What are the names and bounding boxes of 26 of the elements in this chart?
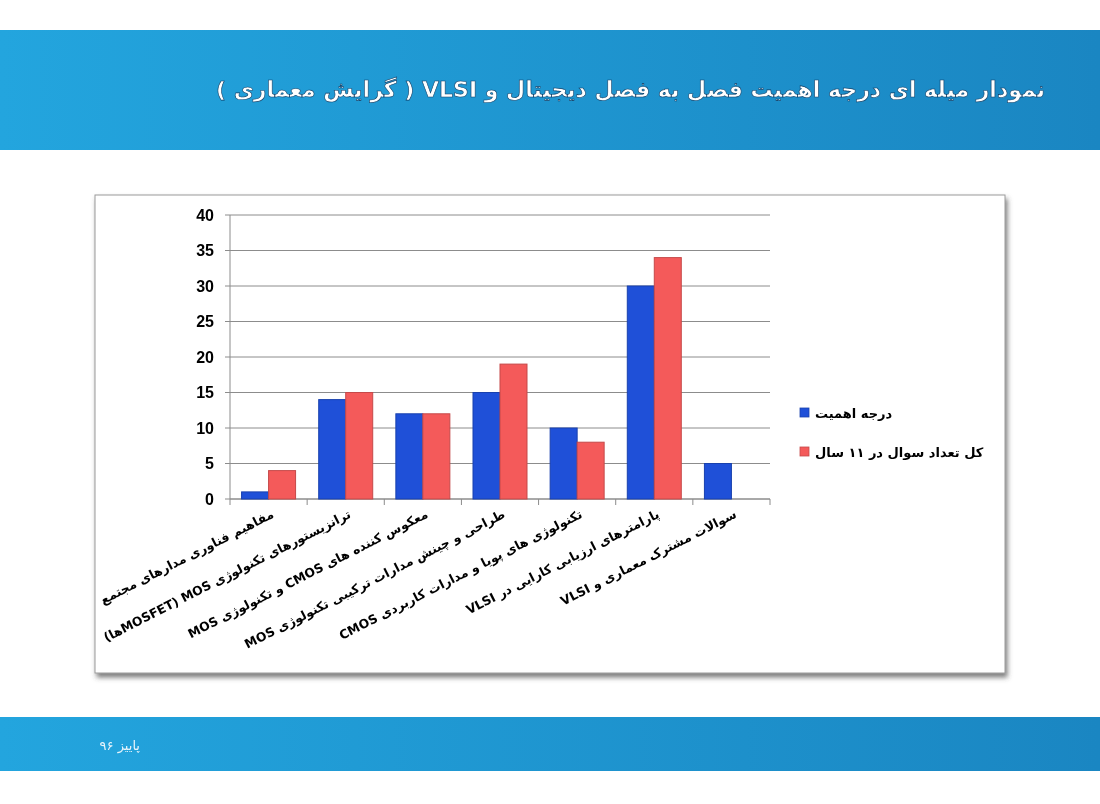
- bar: [499, 363, 528, 500]
- bar: [422, 413, 451, 500]
- bar: [549, 427, 578, 500]
- y-tick-label: 35: [196, 242, 215, 260]
- bar: [626, 285, 655, 500]
- y-tick-label: 10: [196, 419, 215, 437]
- y-tick-label: 40: [196, 206, 215, 224]
- chart-title: نمودار میله ای درجه اهمیت فصل به فصل دیجیتال و VLSI ( گرایش معماری ): [215, 76, 1045, 103]
- legend-label: درجه اهمیت: [815, 405, 893, 421]
- bar: [703, 463, 732, 500]
- bar: [268, 470, 297, 500]
- y-tick-label: 30: [196, 277, 215, 295]
- bar: [576, 441, 605, 500]
- bar: [653, 257, 682, 500]
- bar: [241, 491, 270, 500]
- y-tick-label: 5: [205, 455, 215, 473]
- y-tick-label: 15: [196, 384, 215, 402]
- bar: [345, 392, 374, 500]
- y-tick-label: 25: [196, 313, 215, 331]
- text: پاییز ۹۶: [99, 738, 141, 754]
- legend-label: کل تعداد سوال در ۱۱ سال: [815, 444, 984, 460]
- y-tick-label: 20: [196, 348, 215, 366]
- bar: [472, 392, 501, 500]
- bar: [395, 413, 424, 500]
- y-tick-label: 0: [205, 490, 215, 508]
- bar: [318, 399, 347, 500]
